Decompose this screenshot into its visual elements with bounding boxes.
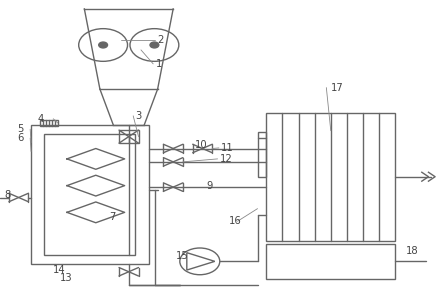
Bar [31,125,149,264]
Text: 8: 8 [4,189,11,200]
Text: 14: 14 [53,265,66,275]
Bar [266,113,395,241]
Text: 6: 6 [17,133,23,143]
Bar [119,130,139,143]
Text: 7: 7 [109,212,115,222]
Text: 5: 5 [17,124,23,134]
Bar [40,120,58,126]
Text: 2: 2 [158,35,164,45]
Text: 11: 11 [221,143,234,153]
Text: 10: 10 [195,140,208,150]
Bar [266,244,395,279]
Bar [44,134,135,255]
Text: 16: 16 [229,216,242,226]
Text: 18: 18 [406,246,419,256]
Text: 1: 1 [155,59,162,69]
Text: 4: 4 [38,114,44,124]
Circle shape [150,42,159,48]
Text: 17: 17 [331,83,344,93]
Text: 9: 9 [206,181,213,191]
Text: 12: 12 [220,154,233,164]
Text: 15: 15 [175,251,188,261]
Circle shape [99,42,107,48]
Bar [258,132,266,177]
Text: 3: 3 [135,111,142,121]
Text: 13: 13 [60,273,72,283]
